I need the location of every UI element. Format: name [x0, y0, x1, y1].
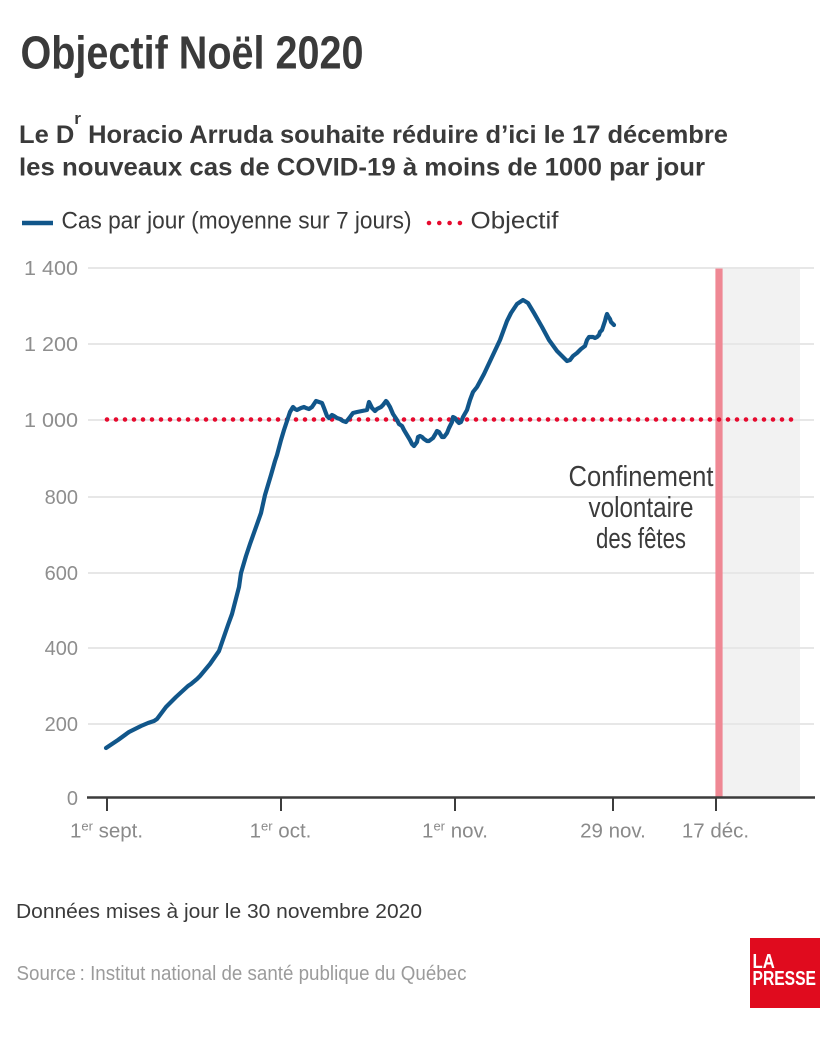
svg-text:Cas par jour (moyenne sur 7 jo: Cas par jour (moyenne sur 7 jours) [62, 208, 412, 235]
svg-text:Objectif: Objectif [471, 208, 559, 235]
svg-text:1 200: 1 200 [24, 334, 78, 356]
svg-text:1 000: 1 000 [24, 410, 78, 432]
svg-text:1er nov.: 1er nov. [422, 819, 488, 843]
svg-text:29 nov.: 29 nov. [580, 820, 646, 843]
svg-text:800: 800 [45, 487, 78, 509]
svg-text:Données mises à jour le 30 nov: Données mises à jour le 30 novembre 2020 [16, 900, 422, 923]
svg-text:0: 0 [67, 788, 78, 810]
svg-text:PRESSE: PRESSE [753, 967, 817, 990]
svg-text:1 400: 1 400 [24, 258, 78, 280]
svg-text:200: 200 [45, 714, 78, 736]
svg-text:1er sept.: 1er sept. [70, 819, 143, 843]
svg-text:LA: LA [753, 950, 775, 973]
svg-text:1er oct.: 1er oct. [250, 819, 312, 843]
svg-text:Objectif Noël 2020: Objectif Noël 2020 [21, 27, 364, 79]
svg-text:400: 400 [45, 638, 78, 660]
svg-text:Source : Institut national de: Source : Institut national de santé publ… [17, 963, 467, 985]
svg-text:Confinement: Confinement [569, 461, 714, 493]
svg-text:les nouveaux cas de COVID-19 à: les nouveaux cas de COVID-19 à moins de … [19, 154, 705, 182]
svg-text:17 déc.: 17 déc. [682, 820, 749, 843]
svg-text:des fêtes: des fêtes [596, 523, 686, 555]
svg-text:Le Dr Horacio Arruda souhaite: Le Dr Horacio Arruda souhaite réduire d’… [19, 109, 728, 149]
svg-text:600: 600 [45, 563, 78, 585]
svg-text:volontaire: volontaire [589, 492, 694, 524]
